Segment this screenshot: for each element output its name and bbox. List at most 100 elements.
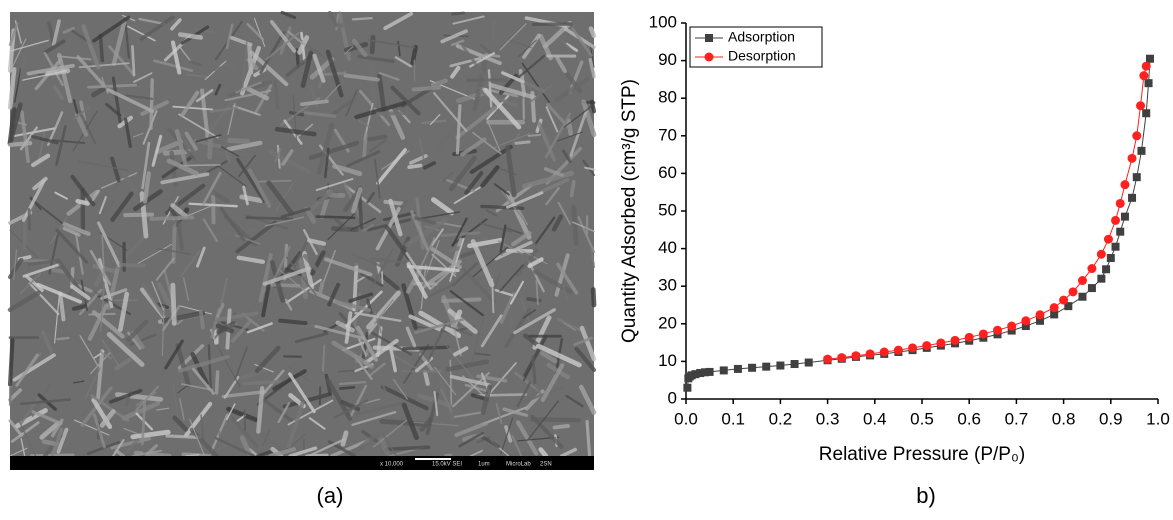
legend-label: Adsorption <box>728 29 795 45</box>
data-point <box>1139 71 1148 80</box>
y-tick-label: 90 <box>658 50 677 69</box>
data-point <box>1121 213 1129 221</box>
legend-marker <box>705 34 713 42</box>
x-tick-label: 0.1 <box>721 409 745 428</box>
y-tick-label: 0 <box>668 388 677 407</box>
data-point <box>1111 216 1120 225</box>
y-tick-label: 60 <box>658 163 677 182</box>
data-point <box>936 338 945 347</box>
data-point <box>1142 62 1151 71</box>
sem-crystal <box>372 37 373 52</box>
data-point <box>1069 287 1078 296</box>
data-point <box>894 346 903 355</box>
sem-crystal <box>53 270 64 272</box>
sem-crystal <box>10 143 30 145</box>
sem-crystal <box>201 312 203 328</box>
x-tick-label: 0.3 <box>816 409 840 428</box>
sem-crystal <box>125 215 152 216</box>
data-point <box>720 366 728 374</box>
data-point <box>1088 284 1096 292</box>
data-point <box>748 364 756 372</box>
x-tick-label: 0.9 <box>1099 409 1123 428</box>
data-point <box>1136 101 1145 110</box>
sem-crystal <box>532 419 578 420</box>
sem-crystal <box>247 218 292 219</box>
series-line <box>687 59 1150 388</box>
sem-crystal <box>555 426 568 428</box>
sem-crystal <box>320 284 322 295</box>
data-point <box>734 365 742 373</box>
sem-crystal <box>592 102 594 112</box>
data-point <box>1097 250 1106 259</box>
data-point <box>776 362 784 370</box>
sem-crystal <box>425 372 428 383</box>
data-point <box>1059 296 1068 305</box>
x-tick-label: 0.7 <box>1005 409 1029 428</box>
sem-crystal <box>385 202 402 204</box>
sem-crystal <box>210 137 211 157</box>
sem-label: 15.0kV SEI <box>432 462 462 468</box>
sem-crystal <box>364 135 366 157</box>
data-point <box>922 341 931 350</box>
data-point <box>1133 173 1141 181</box>
sem-crystal <box>57 338 68 339</box>
sem-crystal <box>424 370 441 371</box>
data-point <box>1078 276 1087 285</box>
data-point <box>805 359 813 367</box>
data-point <box>1078 293 1086 301</box>
sem-crystal <box>280 321 305 324</box>
x-tick-label: 0.6 <box>957 409 981 428</box>
sem-crystal <box>353 18 372 19</box>
data-point <box>1087 264 1096 273</box>
sem-crystal <box>100 36 102 61</box>
sem-label: MicroLab <box>506 462 531 468</box>
data-point <box>1102 265 1110 273</box>
data-point <box>993 326 1002 335</box>
y-tick-label: 100 <box>649 12 677 31</box>
data-point <box>1021 316 1030 325</box>
sem-crystal <box>323 345 324 370</box>
sem-crystal <box>369 137 385 140</box>
y-tick-label: 10 <box>658 351 677 370</box>
data-point <box>1116 228 1124 236</box>
sem-crystal <box>409 166 420 168</box>
data-point <box>951 336 960 345</box>
x-tick-label: 0.5 <box>910 409 934 428</box>
data-point <box>908 343 917 352</box>
sem-label: 2SN <box>540 462 552 468</box>
sem-crystal <box>533 357 535 383</box>
sem-crystal <box>340 387 354 388</box>
sem-crystal <box>512 320 513 332</box>
sem-crystal <box>173 285 174 323</box>
data-point <box>1104 235 1113 244</box>
sem-crystal <box>593 290 594 305</box>
sem-crystal <box>180 35 200 38</box>
data-point <box>1036 310 1045 319</box>
sem-crystal <box>478 394 526 395</box>
data-point <box>1137 147 1145 155</box>
data-point <box>1146 55 1154 63</box>
sem-crystal <box>317 217 354 218</box>
y-tick-label: 20 <box>658 313 677 332</box>
data-point <box>1142 109 1150 117</box>
y-tick-label: 40 <box>658 238 677 257</box>
sem-label: x 10,000 <box>380 462 404 468</box>
x-tick-label: 0.8 <box>1052 409 1076 428</box>
data-point <box>880 348 889 357</box>
sem-crystal <box>244 382 280 384</box>
sem-crystal <box>230 140 248 141</box>
data-point <box>1116 199 1125 208</box>
data-point <box>1132 131 1141 140</box>
sem-crystal <box>151 217 192 219</box>
data-point <box>837 353 846 362</box>
data-point <box>1120 180 1129 189</box>
data-point <box>1007 322 1016 331</box>
data-point <box>866 349 875 358</box>
data-point <box>823 355 832 364</box>
x-axis-title: Relative Pressure (P/P₀) <box>819 444 1025 465</box>
sem-crystal <box>217 372 218 393</box>
data-point <box>851 351 860 360</box>
sem-crystal <box>151 80 152 128</box>
